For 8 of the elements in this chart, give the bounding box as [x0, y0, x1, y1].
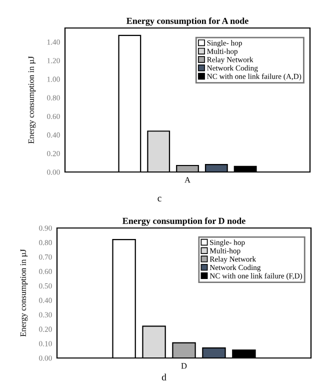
text: d	[162, 374, 166, 380]
chart-title: Energy consumption for D node	[122, 217, 246, 226]
y-axis-title: Energy consumption in µJ	[20, 249, 28, 337]
chart-title: Energy consumption for A node	[126, 17, 248, 26]
x-tick-label: A	[184, 177, 190, 183]
y-axis-title: Energy consumption in µJ	[28, 56, 36, 144]
text: c	[158, 196, 162, 202]
x-tick-label: D	[181, 363, 187, 369]
